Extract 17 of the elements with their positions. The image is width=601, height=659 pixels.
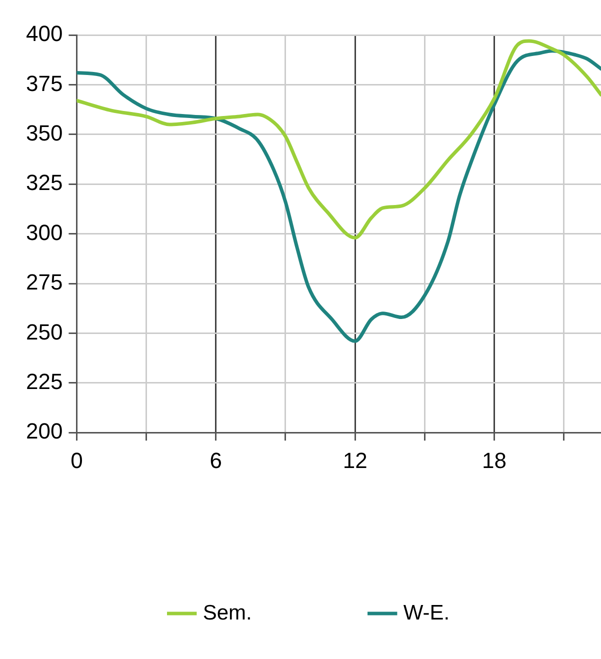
y-tick-label: 325 xyxy=(26,170,63,196)
x-tick-label: 18 xyxy=(482,448,507,473)
line-series xyxy=(76,49,601,343)
x-tick-label: 12 xyxy=(342,448,368,473)
y-tick-label: 375 xyxy=(26,70,63,96)
y-tick-label: 275 xyxy=(26,270,63,295)
x-tick-label: 6 xyxy=(210,448,222,473)
y-tick-label: 300 xyxy=(26,220,63,245)
x-tick-label: 0 xyxy=(70,448,83,473)
line-series xyxy=(76,39,601,240)
y-tick-label: 250 xyxy=(26,319,63,344)
legend-label: W-E. xyxy=(403,601,450,624)
y-tick-label: 225 xyxy=(26,368,63,394)
y-tick-label: 350 xyxy=(26,120,63,146)
y-tick-label: 200 xyxy=(26,418,63,444)
y-tick-label: 400 xyxy=(26,21,63,46)
legend-label: Sem. xyxy=(202,601,252,624)
